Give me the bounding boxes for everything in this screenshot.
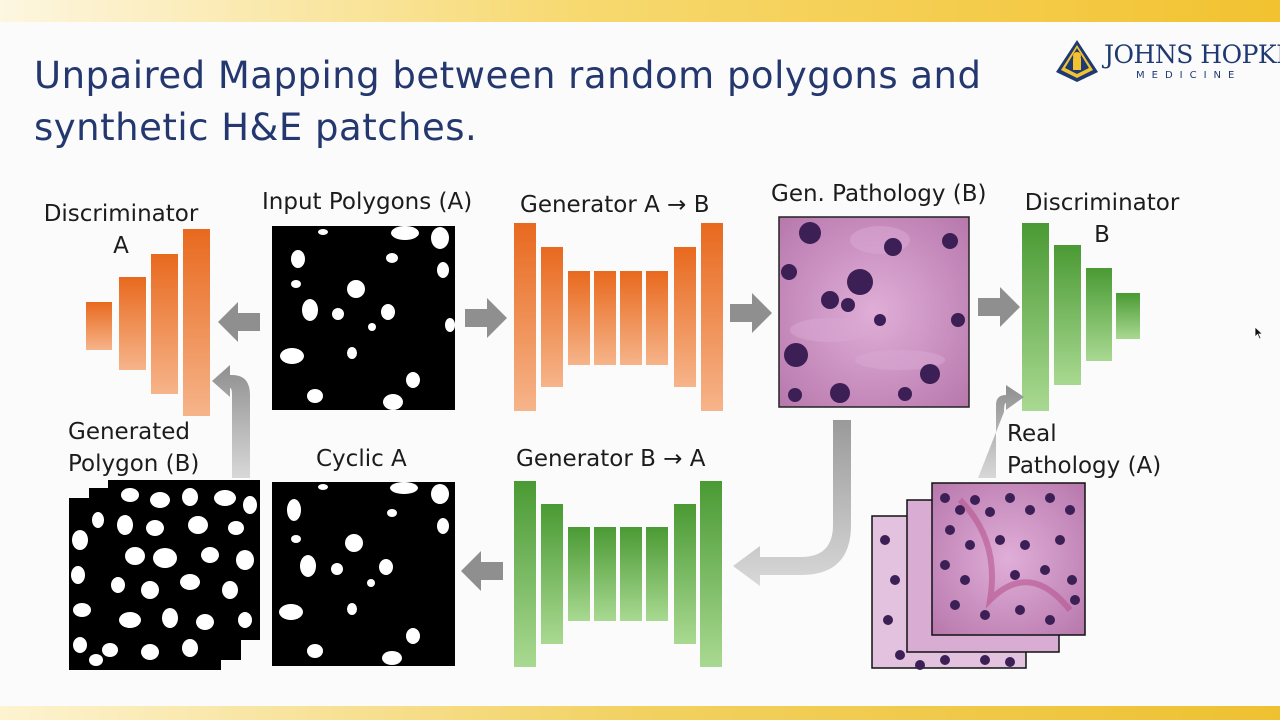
arrow-real-to-disc-b <box>978 385 1024 478</box>
generator-ab-label: Generator A → B <box>520 192 710 218</box>
gen-pathology-image <box>778 216 970 408</box>
arrow-gen-ab-to-pathology <box>730 293 772 333</box>
generator-ab-network <box>514 223 723 411</box>
discriminator-a-network <box>86 229 210 416</box>
generated-polygon-images <box>69 480 260 670</box>
arrow-gen-ba-to-cyclic <box>461 551 503 591</box>
discriminator-a-line1: Discriminator <box>43 201 199 227</box>
real-pathology-label: Real Pathology (A) <box>1007 418 1161 482</box>
flow-arrows <box>218 287 1020 591</box>
real-pathology-line1: Real <box>1007 421 1057 447</box>
cyclic-a-image <box>272 482 455 666</box>
generated-polygon-line2: Polygon (B) <box>68 451 200 477</box>
discriminator-b-network <box>1022 223 1140 411</box>
johns-hopkins-logo: JOHNS HOPKINS MEDICINE <box>1052 38 1280 86</box>
mouse-cursor-icon <box>1254 326 1264 340</box>
discriminator-a-label: Discriminator A <box>36 198 206 262</box>
title-line-2: synthetic H&E patches. <box>34 106 478 149</box>
arrow-input-to-gen-ab <box>465 298 507 338</box>
cyclic-a-label: Cyclic A <box>316 446 407 472</box>
title-line-1: Unpaired Mapping between random polygons… <box>34 54 982 97</box>
arrow-pathology-to-gen-ba <box>733 420 851 586</box>
real-pathology-line2: Pathology (A) <box>1007 453 1162 479</box>
slide-title: Unpaired Mapping between random polygons… <box>34 50 994 154</box>
logo-name: JOHNS HOPKINS <box>1104 40 1280 69</box>
top-accent-bar <box>0 0 1280 22</box>
arrow-generated-to-disc-a <box>212 365 250 478</box>
discriminator-a-line2: A <box>113 233 129 259</box>
generator-ba-label: Generator B → A <box>516 446 706 472</box>
discriminator-b-line2: B <box>1094 222 1110 248</box>
discriminator-b-line1: Discriminator <box>1024 190 1180 216</box>
real-pathology-images <box>871 482 1086 670</box>
generated-polygon-line1: Generated <box>68 419 191 445</box>
logo-subtitle: MEDICINE <box>1136 70 1242 81</box>
gen-pathology-label: Gen. Pathology (B) <box>771 181 987 207</box>
generated-polygon-label: Generated Polygon (B) <box>68 416 199 480</box>
discriminator-b-label: Discriminator B <box>1012 187 1192 251</box>
shield-logo-icon <box>1056 40 1098 82</box>
bottom-accent-bar <box>0 706 1280 720</box>
arrow-input-to-disc-a <box>218 302 260 342</box>
input-polygons-image <box>272 226 455 410</box>
input-polygons-label: Input Polygons (A) <box>262 189 473 215</box>
generator-ba-network <box>514 481 722 667</box>
arrow-pathology-to-disc-b <box>978 287 1020 327</box>
